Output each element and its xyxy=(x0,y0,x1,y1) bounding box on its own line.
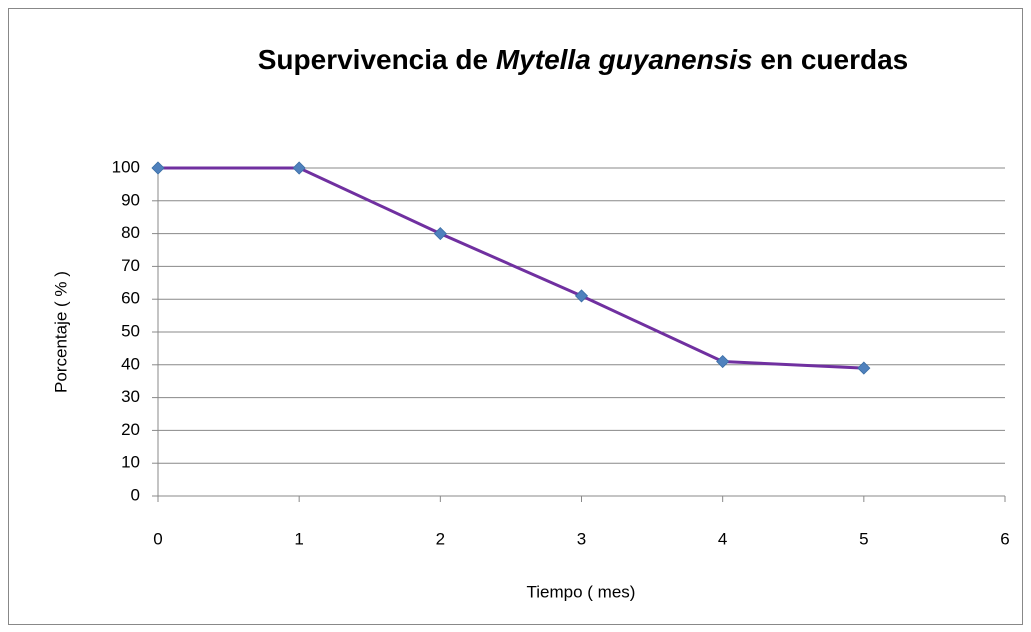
x-tick-label: 5 xyxy=(859,529,868,548)
marker xyxy=(574,289,589,303)
x-axis-title: Tiempo ( mes) xyxy=(527,582,636,601)
y-tick-label: 10 xyxy=(121,453,140,472)
y-tick-label: 60 xyxy=(121,289,140,308)
series-line xyxy=(158,166,864,370)
x-tick-label: 6 xyxy=(1000,529,1009,548)
x-tick-label: 1 xyxy=(294,529,303,548)
x-tick-label: 0 xyxy=(153,529,162,548)
marker xyxy=(857,361,871,375)
y-tick-label: 0 xyxy=(131,485,140,504)
y-tick-label: 20 xyxy=(121,420,140,439)
marker xyxy=(151,161,165,175)
marker xyxy=(716,354,730,369)
title-part: en cuerdas xyxy=(760,44,908,75)
y-axis-title: Porcentaje ( % ) xyxy=(51,271,70,393)
y-tick-label: 30 xyxy=(121,387,140,406)
y-tick-label: 80 xyxy=(121,223,140,242)
y-tick-label: 40 xyxy=(121,354,140,373)
chart-title: Supervivencia de Mytella guyanensis en c… xyxy=(258,44,909,75)
y-tick-label: 100 xyxy=(112,157,140,176)
x-tick-label: 3 xyxy=(577,529,586,548)
y-tick-label: 50 xyxy=(121,321,140,340)
chart-border xyxy=(8,8,1023,625)
x-tick-label: 2 xyxy=(436,529,445,548)
marker xyxy=(292,161,306,175)
marker xyxy=(433,227,447,241)
y-tick-label: 90 xyxy=(121,190,140,209)
x-tick-label: 4 xyxy=(718,529,727,548)
y-tick-label: 70 xyxy=(121,256,140,275)
title-part: Mytella guyanensis xyxy=(496,44,753,75)
title-part: Supervivencia de xyxy=(258,44,488,75)
